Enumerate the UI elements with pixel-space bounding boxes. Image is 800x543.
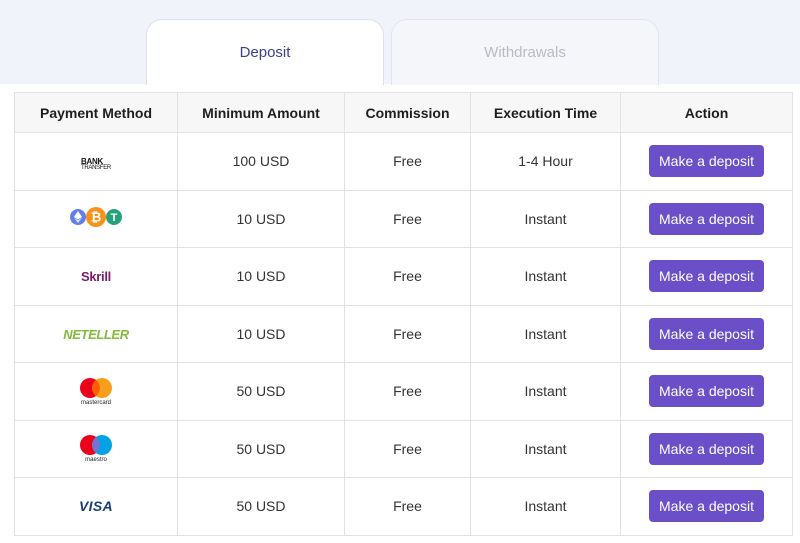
tab-deposit[interactable]: Deposit: [146, 19, 384, 85]
minimum-amount: 10 USD: [177, 247, 345, 306]
execution-time: Instant: [470, 247, 621, 306]
make-deposit-button[interactable]: Make a deposit: [649, 260, 764, 293]
payment-method-cell: BANK TRANSFER: [14, 132, 178, 191]
action-cell: Make a deposit: [620, 362, 793, 421]
payment-method-cell: maestro: [14, 419, 178, 478]
minimum-amount: 10 USD: [177, 304, 345, 363]
bank-transfer-logo: BANK TRANSFER: [81, 156, 111, 171]
header-action: Action: [620, 92, 793, 133]
crypto-coins-logo: ₿ T: [68, 204, 124, 230]
header-commission: Commission: [344, 92, 471, 133]
payment-method-cell: mastercard: [14, 362, 178, 421]
table-row: VISA 50 USD Free Instant Make a deposit: [14, 477, 793, 536]
header-payment-method: Payment Method: [14, 92, 178, 133]
make-deposit-button[interactable]: Make a deposit: [649, 317, 764, 350]
commission: Free: [344, 419, 471, 478]
minimum-amount: 50 USD: [177, 419, 345, 478]
execution-time: Instant: [470, 189, 621, 248]
table-row: Skrill 10 USD Free Instant Make a deposi…: [14, 247, 793, 306]
action-cell: Make a deposit: [620, 477, 793, 536]
commission: Free: [344, 189, 471, 248]
table-header-row: Payment Method Minimum Amount Commission…: [14, 92, 793, 133]
action-cell: Make a deposit: [620, 419, 793, 478]
execution-time: Instant: [470, 304, 621, 363]
minimum-amount: 50 USD: [177, 477, 345, 536]
commission: Free: [344, 247, 471, 306]
execution-time: 1-4 Hour: [470, 132, 621, 191]
minimum-amount: 50 USD: [177, 362, 345, 421]
execution-time: Instant: [470, 419, 621, 478]
commission: Free: [344, 304, 471, 363]
commission: Free: [344, 477, 471, 536]
commission: Free: [344, 362, 471, 421]
payment-method-cell: VISA: [14, 477, 178, 536]
tab-withdrawals-label: Withdrawals: [484, 44, 566, 61]
make-deposit-button[interactable]: Make a deposit: [649, 145, 764, 178]
make-deposit-button[interactable]: Make a deposit: [649, 432, 764, 465]
make-deposit-button[interactable]: Make a deposit: [649, 202, 764, 235]
svg-text:T: T: [111, 212, 118, 224]
header-minimum-amount: Minimum Amount: [177, 92, 345, 133]
mastercard-logo: mastercard: [78, 377, 114, 406]
neteller-logo: NETELLER: [63, 326, 129, 342]
skrill-logo: Skrill: [81, 269, 111, 285]
make-deposit-button[interactable]: Make a deposit: [649, 375, 764, 408]
payment-method-cell: ₿ T: [14, 189, 178, 248]
minimum-amount: 100 USD: [177, 132, 345, 191]
payment-methods-table: Payment Method Minimum Amount Commission…: [14, 92, 793, 536]
table-row: ₿ T 10 USD Free Instant Make a deposit: [14, 189, 793, 248]
tab-deposit-label: Deposit: [239, 44, 291, 61]
table-row: BANK TRANSFER 100 USD Free 1-4 Hour Make…: [14, 132, 793, 191]
execution-time: Instant: [470, 477, 621, 536]
action-cell: Make a deposit: [620, 304, 793, 363]
table-row: maestro 50 USD Free Instant Make a depos…: [14, 419, 793, 478]
header-execution-time: Execution Time: [470, 92, 621, 133]
svg-text:₿: ₿: [91, 210, 102, 225]
visa-logo: VISA: [79, 498, 113, 515]
maestro-logo: maestro: [78, 434, 114, 463]
payment-method-cell: NETELLER: [14, 304, 178, 363]
payment-method-cell: Skrill: [14, 247, 178, 306]
action-cell: Make a deposit: [620, 247, 793, 306]
make-deposit-button[interactable]: Make a deposit: [649, 490, 764, 523]
execution-time: Instant: [470, 362, 621, 421]
table-row: mastercard 50 USD Free Instant Make a de…: [14, 362, 793, 421]
tab-withdrawals[interactable]: Withdrawals: [391, 19, 659, 85]
table-row: NETELLER 10 USD Free Instant Make a depo…: [14, 304, 793, 363]
commission: Free: [344, 132, 471, 191]
action-cell: Make a deposit: [620, 189, 793, 248]
action-cell: Make a deposit: [620, 132, 793, 191]
minimum-amount: 10 USD: [177, 189, 345, 248]
